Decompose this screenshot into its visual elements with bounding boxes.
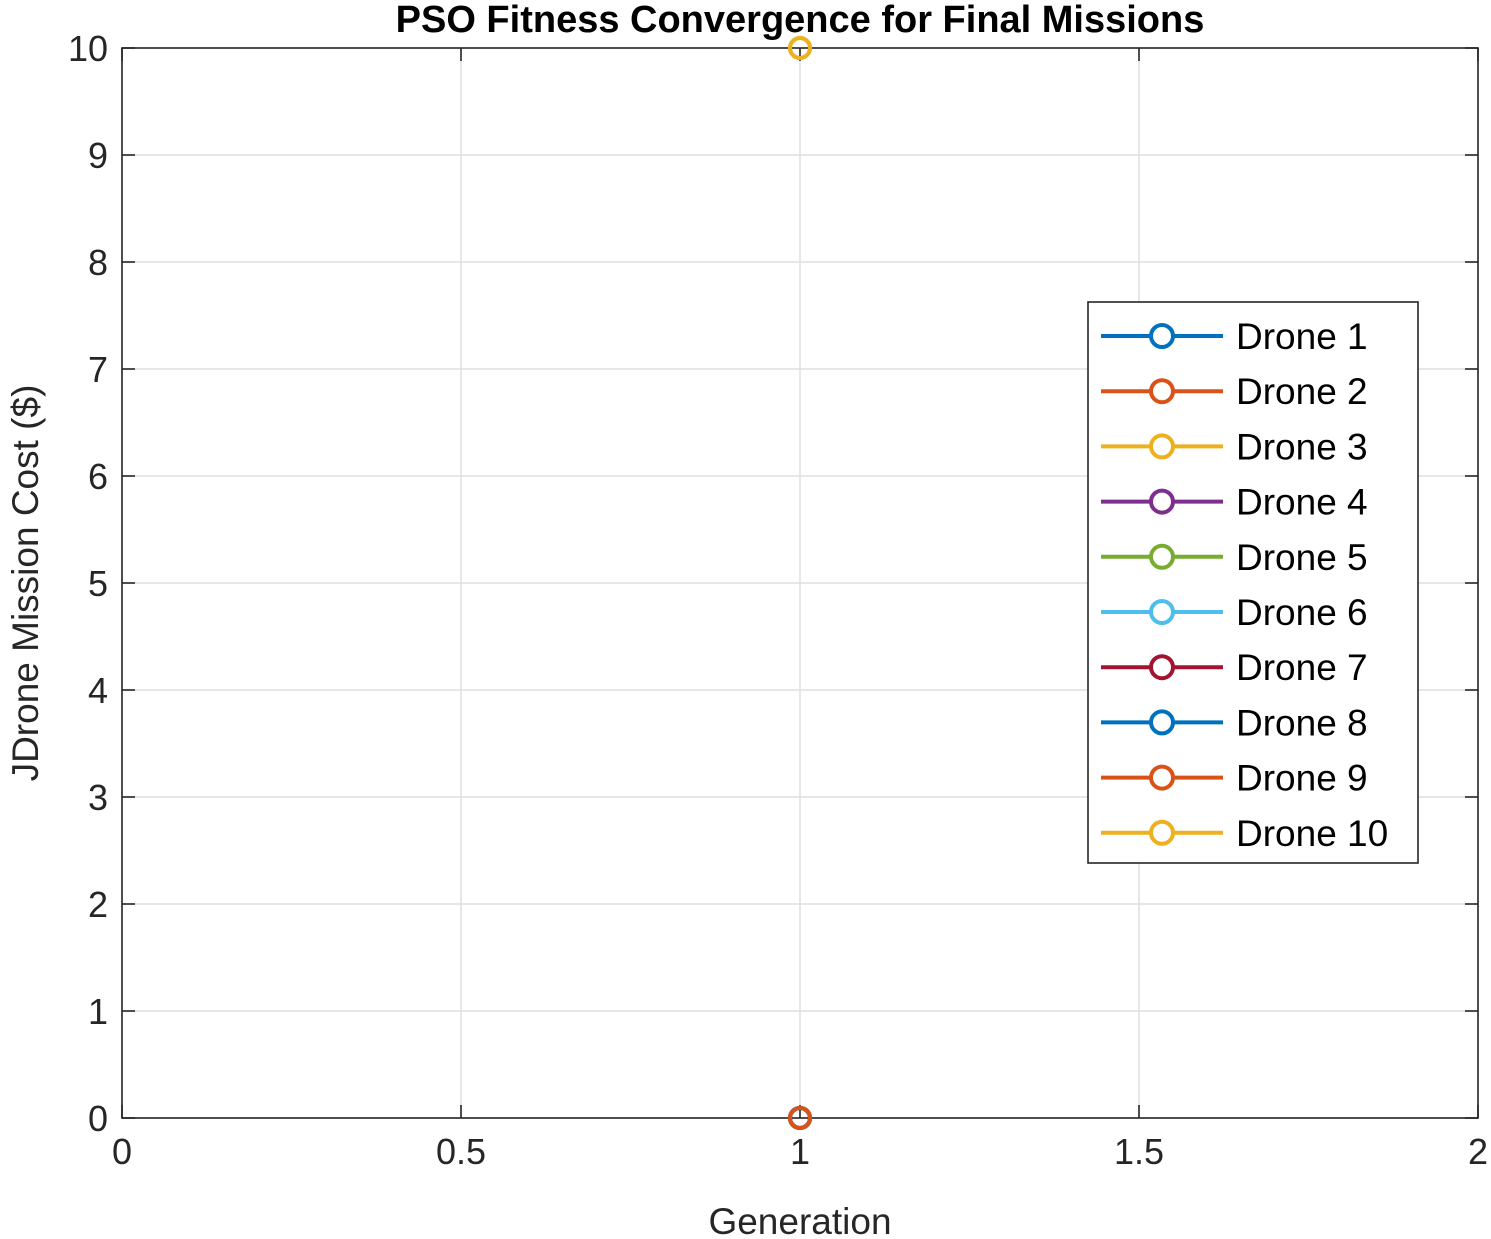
y-tick-label: 1 xyxy=(88,991,108,1032)
data-marks xyxy=(788,36,812,1130)
x-tick-label: 0.5 xyxy=(436,1131,486,1172)
legend-marker-drone-3 xyxy=(1149,433,1175,460)
y-tick-label: 3 xyxy=(88,777,108,818)
chart-title: PSO Fitness Convergence for Final Missio… xyxy=(396,0,1205,41)
y-tick-label: 6 xyxy=(88,456,108,497)
legend-marker-drone-7 xyxy=(1149,654,1175,681)
legend-marker-drone-9 xyxy=(1149,764,1175,791)
legend-label-drone-8: Drone 8 xyxy=(1236,702,1368,743)
data-point-drone-10 xyxy=(788,36,812,60)
y-axis-label: JDrone Mission Cost ($) xyxy=(5,385,46,782)
legend-marker-drone-1 xyxy=(1149,323,1175,349)
legend-label-drone-10: Drone 10 xyxy=(1236,813,1388,854)
y-tick-label: 9 xyxy=(88,135,108,176)
legend-marker-drone-2 xyxy=(1149,378,1175,405)
legend-box xyxy=(1087,301,1419,864)
x-tick-label: 2 xyxy=(1468,1131,1488,1172)
legend-label-drone-6: Drone 6 xyxy=(1236,592,1368,633)
legend-marker-drone-10 xyxy=(1149,819,1175,846)
y-tick-label: 0 xyxy=(88,1098,108,1139)
x-tick-label: 1.5 xyxy=(1114,1131,1164,1172)
x-tick-label: 1 xyxy=(790,1131,810,1172)
legend-marker-drone-6 xyxy=(1149,599,1175,625)
legend-marker-drone-5 xyxy=(1149,543,1175,570)
legend-marker-drone-4 xyxy=(1149,488,1175,515)
y-tick-label: 7 xyxy=(88,349,108,390)
y-tick-label: 4 xyxy=(88,670,108,711)
legend-label-drone-2: Drone 2 xyxy=(1236,371,1368,412)
y-tick-label: 5 xyxy=(88,563,108,604)
legend-label-drone-4: Drone 4 xyxy=(1236,482,1368,523)
legend-label-drone-3: Drone 3 xyxy=(1236,426,1368,467)
legend-label-drone-7: Drone 7 xyxy=(1236,647,1368,688)
y-tick-label: 2 xyxy=(88,884,108,925)
legend-label-drone-5: Drone 5 xyxy=(1236,537,1368,578)
axes xyxy=(121,47,1479,1119)
data-point-drone-9 xyxy=(788,1106,812,1130)
y-tick-label: 10 xyxy=(68,28,108,69)
legend-label-drone-1: Drone 1 xyxy=(1236,316,1368,357)
tick-labels: 0 0.5 1 1.5 2 0 1 2 3 4 5 6 7 8 9 10 xyxy=(68,28,1488,1172)
legend-marker-drone-8 xyxy=(1149,709,1175,736)
x-axis-label: Generation xyxy=(708,1201,891,1239)
legend[interactable]: Drone 1 Drone 2 Drone 3 Drone 4 Drone 5 Drone… xyxy=(1087,301,1419,864)
y-tick-label: 8 xyxy=(88,242,108,283)
x-tick-label: 0 xyxy=(112,1131,132,1172)
legend-label-drone-9: Drone 9 xyxy=(1236,758,1368,799)
